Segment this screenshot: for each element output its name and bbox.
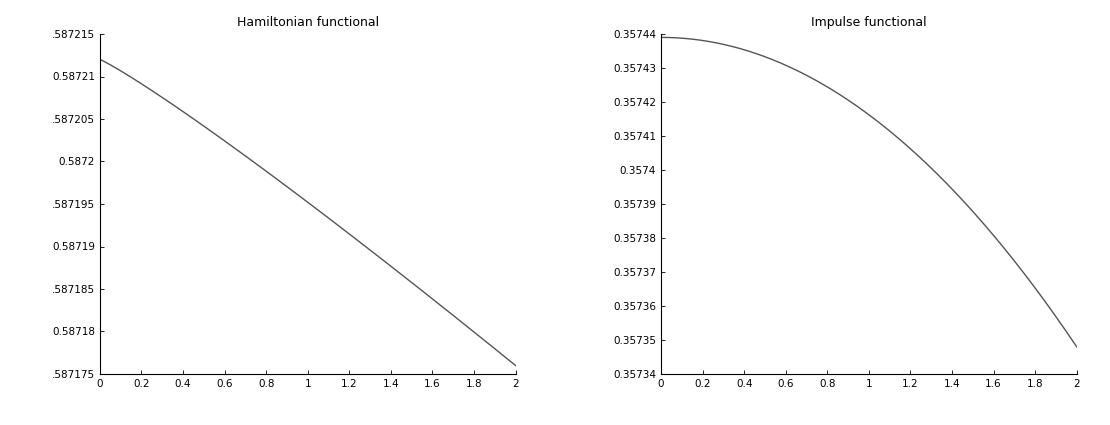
Title: Hamiltonian functional: Hamiltonian functional (236, 16, 379, 28)
Title: Impulse functional: Impulse functional (811, 16, 927, 28)
